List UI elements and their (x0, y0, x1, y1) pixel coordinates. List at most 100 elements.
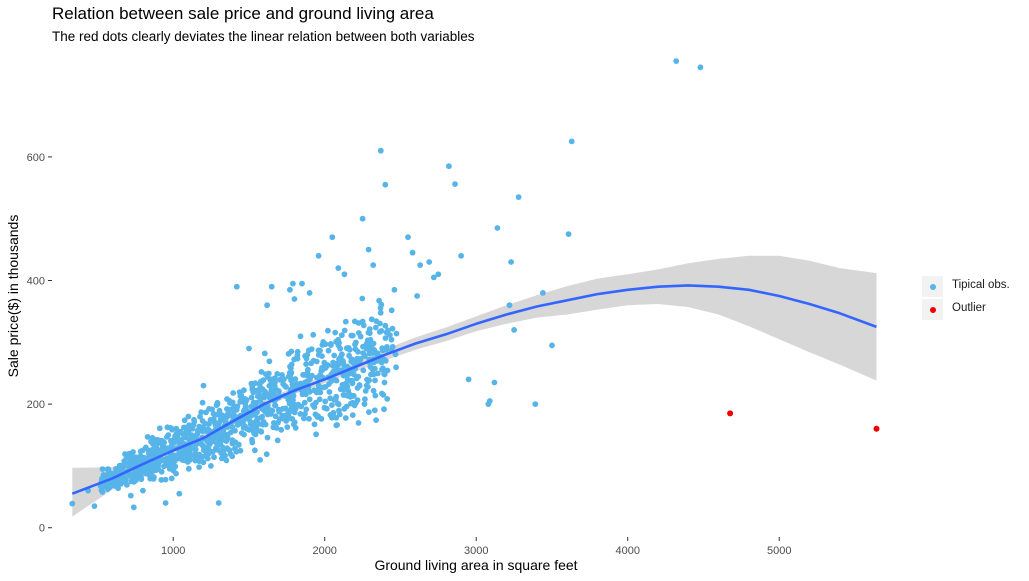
point-typical-bulk (331, 352, 338, 359)
point-typical-bulk (214, 399, 221, 406)
point-typical-bulk (154, 446, 161, 453)
point-typical-bulk (226, 397, 233, 404)
point-typical (359, 215, 366, 222)
point-typical-bulk (199, 418, 206, 424)
point-typical-bulk (288, 348, 295, 355)
point-typical-bulk (262, 371, 269, 377)
point-typical-bulk (365, 384, 371, 390)
point-typical (494, 225, 501, 231)
point-typical-bulk (243, 397, 250, 403)
point-typical-bulk (323, 405, 330, 412)
point-typical-bulk (266, 382, 273, 389)
point-typical (365, 246, 372, 253)
point-typical (511, 327, 517, 333)
point-typical-bulk (127, 457, 134, 464)
x-tick-label: 4000 (615, 545, 639, 557)
point-typical-bulk (214, 442, 221, 449)
point-typical-bulk (127, 471, 134, 478)
point-typical-bulk (339, 351, 345, 358)
point-typical-bulk (196, 464, 203, 470)
point-typical-bulk (137, 453, 144, 459)
point-typical (452, 181, 458, 188)
point-typical-bulk (252, 447, 258, 454)
point-typical (568, 138, 575, 145)
axes-layer: 0 200 400 600 1000 2000 3000 4000 5000 (27, 152, 792, 557)
point-typical-bulk (259, 413, 266, 420)
point-typical-bulk (266, 394, 273, 401)
point-typical-bulk (332, 329, 339, 336)
point-typical (382, 181, 389, 188)
point-typical-bulk (308, 346, 315, 352)
point-typical-bulk (301, 399, 308, 406)
point-typical (508, 259, 514, 265)
legend-dot-outlier (930, 307, 936, 313)
point-typical-bulk (271, 375, 278, 382)
point-typical-bulk (270, 420, 277, 426)
y-tick-label: 200 (27, 399, 45, 411)
point-typical-bulk (393, 364, 399, 371)
point-typical-bulk (208, 463, 214, 469)
point-typical-bulk (167, 461, 173, 468)
point-typical-bulk (186, 436, 193, 443)
point-typical-bulk (371, 407, 378, 414)
point-typical (299, 280, 305, 287)
point-typical-bulk (316, 396, 323, 403)
point-typical-bulk (292, 425, 299, 431)
chart-title: Relation between sale price and ground l… (52, 4, 434, 23)
point-typical-bulk (173, 425, 180, 432)
point-typical-bulk (159, 448, 166, 455)
point-typical-bulk (231, 403, 238, 410)
point-typical-bulk (311, 404, 318, 410)
point-typical-bulk (181, 417, 188, 424)
point-typical-bulk (252, 411, 258, 418)
point-typical-bulk (381, 406, 387, 413)
point-typical (176, 490, 183, 497)
point-typical-bulk (384, 367, 391, 374)
point-typical-bulk (258, 369, 265, 375)
point-typical-bulk (272, 413, 279, 420)
point-typical-bulk (185, 465, 192, 472)
point-typical-bulk (362, 353, 368, 359)
point-typical-bulk (373, 318, 380, 324)
point-typical-bulk (195, 427, 201, 434)
point-typical-bulk (279, 372, 285, 378)
point-typical-bulk (374, 370, 381, 377)
chart-subtitle: The red dots clearly deviates the linear… (52, 29, 475, 44)
point-typical (391, 286, 398, 293)
point-typical-bulk (366, 409, 372, 415)
point-outlier (727, 410, 734, 417)
point-typical-bulk (180, 457, 187, 463)
point-typical-bulk (168, 475, 175, 482)
point-typical-bulk (341, 362, 347, 369)
point-typical (315, 252, 322, 259)
point-typical-bulk (340, 358, 346, 364)
point-typical-bulk (381, 379, 388, 386)
point-typical-bulk (199, 399, 206, 406)
point-typical-bulk (329, 402, 335, 408)
point-typical-bulk (99, 489, 106, 495)
point-typical-bulk (380, 365, 386, 372)
point-typical-bulk (287, 363, 293, 370)
point-typical-bulk (340, 392, 347, 398)
point-typical-bulk (332, 396, 339, 403)
point-typical (287, 286, 293, 293)
point-typical-bulk (383, 329, 390, 336)
point-typical (127, 492, 134, 499)
point-typical-bulk (147, 447, 154, 454)
point-typical-bulk (310, 331, 317, 338)
point-typical-bulk (328, 413, 335, 420)
point-typical-bulk (257, 378, 264, 385)
point-typical-bulk (212, 435, 219, 442)
point-typical-bulk (115, 467, 121, 473)
point-typical-bulk (388, 307, 395, 314)
point-typical-bulk (313, 389, 320, 396)
point-typical (370, 262, 377, 268)
point-typical (268, 283, 275, 290)
point-typical-bulk (124, 452, 131, 458)
point-typical-bulk (277, 376, 283, 383)
point-typical-bulk (352, 346, 359, 353)
point-typical-bulk (173, 470, 180, 477)
point-typical-bulk (315, 352, 322, 358)
point-typical-bulk (230, 440, 237, 447)
point-typical-bulk (366, 377, 372, 384)
